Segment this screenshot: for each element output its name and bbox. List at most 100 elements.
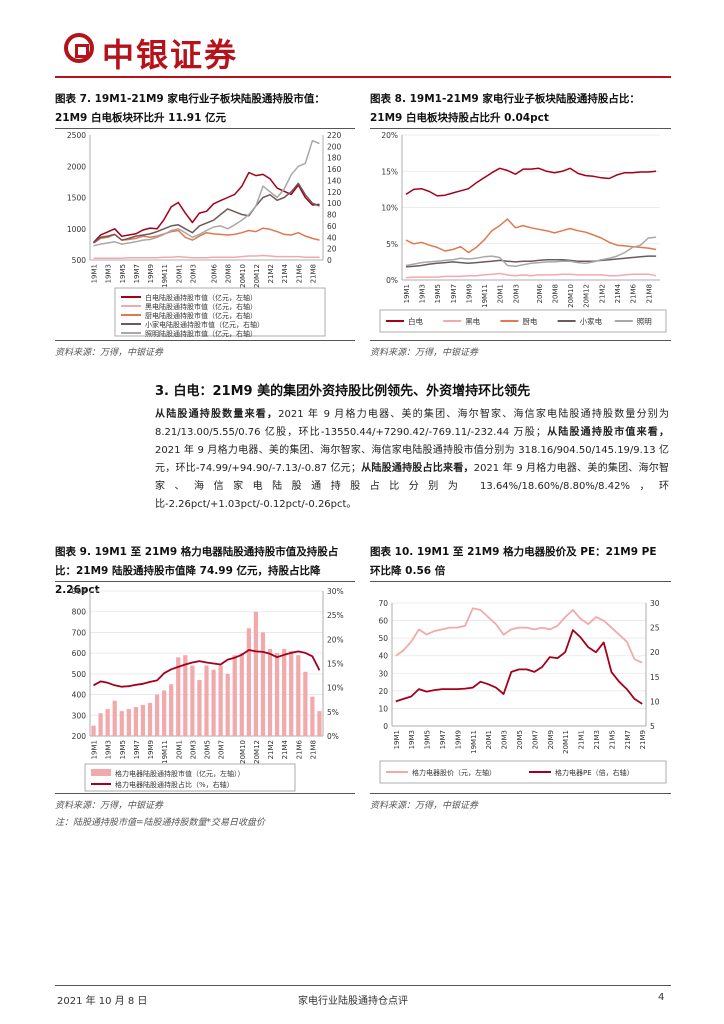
x-tick-label: 21M5	[608, 730, 616, 749]
legend-label: 白电	[408, 316, 423, 326]
y-tick-label-left: 300	[72, 711, 87, 720]
x-tick-label: 20M3	[512, 284, 520, 303]
y-tick-label-right: 140	[327, 176, 342, 185]
x-tick-label: 21M2	[598, 284, 606, 303]
x-tick-label: 20M10	[567, 284, 575, 308]
x-tick-label: 19M7	[133, 264, 141, 283]
series-line	[395, 607, 643, 664]
bar	[211, 669, 216, 736]
x-tick-label: 20M11	[562, 730, 570, 754]
y-tick-label-left: 700	[72, 628, 87, 637]
y-tick-label-right: 180	[327, 154, 342, 163]
y-tick-label-left: 1000	[67, 225, 86, 234]
y-tick-label-left: 400	[72, 691, 87, 700]
bar	[112, 700, 117, 736]
x-tick-label: 19M3	[105, 740, 113, 759]
x-tick-label: 21M3	[593, 730, 601, 749]
x-tick-label: 20M12	[583, 284, 591, 308]
x-tick-label: 19M5	[424, 730, 432, 749]
legend-label: 格力电器陆股通持股市值（亿元，左轴））	[115, 769, 245, 778]
y-tick-label-left: 15%	[381, 167, 398, 176]
fig7-bottom-rule	[55, 340, 355, 341]
series-line	[93, 254, 320, 260]
x-tick-label: 20M5	[204, 740, 212, 759]
legend-box	[114, 287, 326, 337]
y-tick-label-left: 500	[72, 670, 87, 679]
fig8-source: 资料来源：万得，中银证券	[370, 348, 479, 358]
x-tick-label: 20M1	[175, 740, 183, 759]
section-paragraph: 从陆股通持股数量来看，2021 年 9 月格力电器、美的集团、海尔智家、海信家电…	[155, 406, 669, 514]
series-line	[405, 272, 657, 279]
x-tick-label: 21M4	[281, 263, 289, 283]
series-line	[405, 255, 657, 268]
x-tick-label: 19M11	[481, 284, 489, 308]
bar	[162, 690, 167, 736]
bar	[91, 725, 96, 736]
legend-box	[379, 760, 667, 784]
y-tick-label-right: 5	[650, 722, 655, 731]
x-tick-label: 21M4	[614, 283, 622, 303]
page-number: 4	[658, 992, 665, 1003]
fig10-source: 资料来源：万得，中银证券	[370, 801, 479, 811]
x-tick-label: 21M6	[295, 739, 303, 759]
legend-label: 小家电陆股通持股市值（亿元，右轴）	[145, 320, 264, 329]
fig8-top-rule	[370, 128, 671, 129]
y-tick-label-right: 5%	[327, 708, 339, 717]
series-line	[93, 649, 321, 688]
x-tick-label: 21M8	[645, 284, 653, 303]
y-tick-label-left: 2500	[67, 131, 86, 140]
brand-name: 中银证券	[102, 36, 239, 74]
bar	[218, 665, 223, 736]
y-tick-label-right: 20	[327, 245, 337, 254]
footer-date: 2021 年 10 月 8 日	[57, 996, 148, 1007]
y-tick-label-right: 200	[327, 142, 342, 151]
y-tick-label-left: 50	[378, 634, 388, 643]
bar	[239, 653, 244, 736]
legend-label: 照明	[637, 317, 652, 326]
para-text: 2021 年 9 月格力电器、美的集团、海尔智家、海信家电陆股通持股数量分别为 …	[155, 409, 669, 438]
x-tick-label: 20M1	[497, 284, 505, 303]
section-title: 3. 白电：21M9 美的集团外资持股比例领先、外资增持环比领先	[155, 384, 531, 399]
x-tick-label: 21M6	[295, 263, 303, 283]
series-line	[405, 167, 657, 197]
x-tick-label: 20M5	[516, 730, 524, 749]
y-tick-label-left: 200	[72, 732, 87, 741]
x-tick-label: 20M12	[253, 264, 261, 288]
bar	[267, 649, 273, 736]
y-tick-label-left: 10%	[381, 204, 398, 213]
y-tick-label-right: 80	[327, 211, 337, 220]
bar	[133, 707, 139, 736]
x-tick-label: 21M8	[309, 740, 317, 759]
x-tick-label: 19M3	[419, 284, 427, 303]
y-tick-label-right: 30	[650, 599, 660, 608]
bar	[176, 657, 181, 736]
series-line	[93, 182, 320, 244]
legend-label: 格力电器陆股通持股占比（%，右轴）	[115, 780, 234, 789]
fig10-bottom-rule	[370, 793, 671, 794]
bar	[105, 709, 110, 736]
fig10-chart: 0 10 20 30 40 50 60 70 5 10 15 20 25 30 19M1 19M3 19M5 19…	[378, 599, 667, 784]
x-tick-label: 19M7	[133, 740, 141, 759]
y-tick-label-right: 20	[650, 648, 660, 657]
x-tick-label: 20M7	[531, 730, 539, 749]
bar	[154, 694, 160, 736]
y-tick-label-left: 500	[72, 256, 87, 265]
x-tick-label: 20M3	[189, 740, 197, 759]
y-tick-label-left: 10	[378, 704, 388, 713]
y-tick-label-right: 60	[327, 222, 337, 231]
bar	[317, 711, 322, 736]
y-tick-label-right: 0	[327, 256, 332, 265]
para-text: 2021 年 9 月格力电器、美的集团、海尔智家、海信家电陆股通持股占比分别为 …	[155, 463, 669, 510]
fig9-title: 图表 9. 19M1 至 21M9 格力电器陆股通持股市值及持股占比：21M9 …	[55, 546, 339, 596]
bar	[274, 653, 280, 736]
para-text: 2021 年 9 月格力电器、美的集团、海尔智家、海信家电陆股通持股市值分别为 …	[155, 445, 669, 474]
bar	[310, 696, 315, 736]
fig7-chart: 500 1000 1500 2000 2500 0 20 40 60 80 100 120 140 160…	[67, 131, 342, 338]
x-tick-label: 19M3	[105, 264, 113, 283]
fig8-title: 图表 8. 19M1-21M9 家电行业子板块陆股通持股占比：21M9 白电板块…	[370, 93, 640, 124]
bar	[289, 651, 294, 736]
x-tick-label: 21M2	[267, 740, 275, 759]
fig10-top-rule	[370, 581, 671, 582]
x-tick-label: 21M8	[309, 264, 317, 283]
x-tick-label: 19M9	[147, 264, 155, 283]
